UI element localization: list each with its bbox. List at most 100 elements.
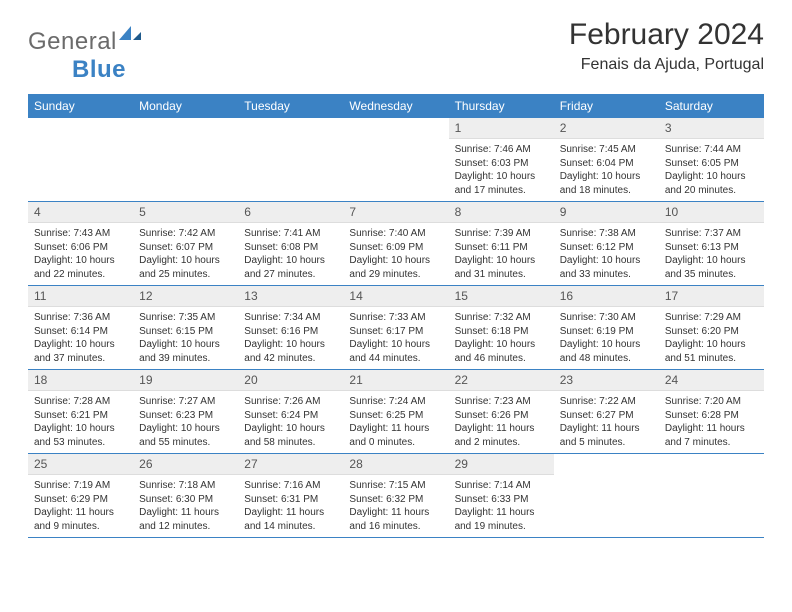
- calendar-cell: 6Sunrise: 7:41 AMSunset: 6:08 PMDaylight…: [238, 202, 343, 285]
- cell-content: Sunrise: 7:44 AMSunset: 6:05 PMDaylight:…: [659, 139, 764, 201]
- sunset-text: Sunset: 6:30 PM: [139, 493, 232, 507]
- cell-date: 25: [28, 454, 133, 475]
- cell-content: Sunrise: 7:42 AMSunset: 6:07 PMDaylight:…: [133, 223, 238, 285]
- sunrise-text: Sunrise: 7:44 AM: [665, 143, 758, 157]
- sunrise-text: Sunrise: 7:33 AM: [349, 311, 442, 325]
- cell-content: Sunrise: 7:46 AMSunset: 6:03 PMDaylight:…: [449, 139, 554, 201]
- daylight-text: Daylight: 10 hours and 53 minutes.: [34, 422, 127, 449]
- cell-date: 9: [554, 202, 659, 223]
- calendar-cell: 21Sunrise: 7:24 AMSunset: 6:25 PMDayligh…: [343, 370, 448, 453]
- daylight-text: Daylight: 10 hours and 29 minutes.: [349, 254, 442, 281]
- daylight-text: Daylight: 11 hours and 12 minutes.: [139, 506, 232, 533]
- sunrise-text: Sunrise: 7:42 AM: [139, 227, 232, 241]
- sunset-text: Sunset: 6:27 PM: [560, 409, 653, 423]
- cell-content: Sunrise: 7:22 AMSunset: 6:27 PMDaylight:…: [554, 391, 659, 453]
- sunrise-text: Sunrise: 7:23 AM: [455, 395, 548, 409]
- calendar-cell: 28Sunrise: 7:15 AMSunset: 6:32 PMDayligh…: [343, 454, 448, 537]
- cell-date: 5: [133, 202, 238, 223]
- daylight-text: Daylight: 11 hours and 16 minutes.: [349, 506, 442, 533]
- sunrise-text: Sunrise: 7:22 AM: [560, 395, 653, 409]
- sunset-text: Sunset: 6:26 PM: [455, 409, 548, 423]
- calendar-cell: 18Sunrise: 7:28 AMSunset: 6:21 PMDayligh…: [28, 370, 133, 453]
- sunset-text: Sunset: 6:19 PM: [560, 325, 653, 339]
- cell-date: 13: [238, 286, 343, 307]
- daylight-text: Daylight: 10 hours and 20 minutes.: [665, 170, 758, 197]
- sunset-text: Sunset: 6:03 PM: [455, 157, 548, 171]
- sunset-text: Sunset: 6:07 PM: [139, 241, 232, 255]
- logo-text-blue: Blue: [72, 56, 126, 84]
- cell-date: 2: [554, 118, 659, 139]
- sunset-text: Sunset: 6:21 PM: [34, 409, 127, 423]
- calendar-cell: 16Sunrise: 7:30 AMSunset: 6:19 PMDayligh…: [554, 286, 659, 369]
- calendar-cell: 9Sunrise: 7:38 AMSunset: 6:12 PMDaylight…: [554, 202, 659, 285]
- cell-content: Sunrise: 7:27 AMSunset: 6:23 PMDaylight:…: [133, 391, 238, 453]
- day-header: Wednesday: [343, 94, 448, 118]
- sunrise-text: Sunrise: 7:46 AM: [455, 143, 548, 157]
- calendar-cell: [659, 454, 764, 537]
- cell-content: Sunrise: 7:30 AMSunset: 6:19 PMDaylight:…: [554, 307, 659, 369]
- sunset-text: Sunset: 6:06 PM: [34, 241, 127, 255]
- calendar-cell: [238, 118, 343, 201]
- sunset-text: Sunset: 6:18 PM: [455, 325, 548, 339]
- daylight-text: Daylight: 11 hours and 9 minutes.: [34, 506, 127, 533]
- cell-content: Sunrise: 7:39 AMSunset: 6:11 PMDaylight:…: [449, 223, 554, 285]
- calendar-cell: 29Sunrise: 7:14 AMSunset: 6:33 PMDayligh…: [449, 454, 554, 537]
- cell-date: 19: [133, 370, 238, 391]
- daylight-text: Daylight: 10 hours and 35 minutes.: [665, 254, 758, 281]
- cell-date: 3: [659, 118, 764, 139]
- cell-content: Sunrise: 7:35 AMSunset: 6:15 PMDaylight:…: [133, 307, 238, 369]
- cell-content: Sunrise: 7:23 AMSunset: 6:26 PMDaylight:…: [449, 391, 554, 453]
- day-header: Monday: [133, 94, 238, 118]
- cell-content: Sunrise: 7:16 AMSunset: 6:31 PMDaylight:…: [238, 475, 343, 537]
- calendar-cell: 10Sunrise: 7:37 AMSunset: 6:13 PMDayligh…: [659, 202, 764, 285]
- calendar-cell: 7Sunrise: 7:40 AMSunset: 6:09 PMDaylight…: [343, 202, 448, 285]
- calendar-cell: [28, 118, 133, 201]
- calendar-grid: SundayMondayTuesdayWednesdayThursdayFrid…: [28, 94, 764, 538]
- sunrise-text: Sunrise: 7:20 AM: [665, 395, 758, 409]
- sunrise-text: Sunrise: 7:15 AM: [349, 479, 442, 493]
- sunset-text: Sunset: 6:33 PM: [455, 493, 548, 507]
- sunrise-text: Sunrise: 7:26 AM: [244, 395, 337, 409]
- sunset-text: Sunset: 6:14 PM: [34, 325, 127, 339]
- sunrise-text: Sunrise: 7:16 AM: [244, 479, 337, 493]
- daylight-text: Daylight: 10 hours and 31 minutes.: [455, 254, 548, 281]
- sunset-text: Sunset: 6:32 PM: [349, 493, 442, 507]
- cell-content: Sunrise: 7:19 AMSunset: 6:29 PMDaylight:…: [28, 475, 133, 537]
- calendar-cell: 1Sunrise: 7:46 AMSunset: 6:03 PMDaylight…: [449, 118, 554, 201]
- daylight-text: Daylight: 11 hours and 2 minutes.: [455, 422, 548, 449]
- calendar-week-row: 4Sunrise: 7:43 AMSunset: 6:06 PMDaylight…: [28, 202, 764, 286]
- title-block: February 2024 Fenais da Ajuda, Portugal: [569, 18, 764, 74]
- calendar-cell: [133, 118, 238, 201]
- cell-content: Sunrise: 7:20 AMSunset: 6:28 PMDaylight:…: [659, 391, 764, 453]
- cell-content: Sunrise: 7:41 AMSunset: 6:08 PMDaylight:…: [238, 223, 343, 285]
- cell-date: 15: [449, 286, 554, 307]
- sunset-text: Sunset: 6:12 PM: [560, 241, 653, 255]
- calendar-week-row: 1Sunrise: 7:46 AMSunset: 6:03 PMDaylight…: [28, 118, 764, 202]
- sunrise-text: Sunrise: 7:24 AM: [349, 395, 442, 409]
- daylight-text: Daylight: 11 hours and 14 minutes.: [244, 506, 337, 533]
- cell-date: 27: [238, 454, 343, 475]
- logo-sail-icon: [119, 26, 141, 47]
- cell-content: Sunrise: 7:26 AMSunset: 6:24 PMDaylight:…: [238, 391, 343, 453]
- calendar-cell: 20Sunrise: 7:26 AMSunset: 6:24 PMDayligh…: [238, 370, 343, 453]
- sunset-text: Sunset: 6:29 PM: [34, 493, 127, 507]
- calendar-cell: 19Sunrise: 7:27 AMSunset: 6:23 PMDayligh…: [133, 370, 238, 453]
- cell-content: Sunrise: 7:34 AMSunset: 6:16 PMDaylight:…: [238, 307, 343, 369]
- sunrise-text: Sunrise: 7:34 AM: [244, 311, 337, 325]
- daylight-text: Daylight: 11 hours and 5 minutes.: [560, 422, 653, 449]
- calendar-header-row: SundayMondayTuesdayWednesdayThursdayFrid…: [28, 94, 764, 118]
- location-text: Fenais da Ajuda, Portugal: [569, 56, 764, 74]
- calendar-cell: 4Sunrise: 7:43 AMSunset: 6:06 PMDaylight…: [28, 202, 133, 285]
- calendar-cell: 15Sunrise: 7:32 AMSunset: 6:18 PMDayligh…: [449, 286, 554, 369]
- sunset-text: Sunset: 6:24 PM: [244, 409, 337, 423]
- logo-text-gray: General: [28, 28, 117, 56]
- calendar-cell: 17Sunrise: 7:29 AMSunset: 6:20 PMDayligh…: [659, 286, 764, 369]
- sunset-text: Sunset: 6:13 PM: [665, 241, 758, 255]
- cell-date: 4: [28, 202, 133, 223]
- sunrise-text: Sunrise: 7:45 AM: [560, 143, 653, 157]
- cell-content: Sunrise: 7:32 AMSunset: 6:18 PMDaylight:…: [449, 307, 554, 369]
- calendar-cell: 3Sunrise: 7:44 AMSunset: 6:05 PMDaylight…: [659, 118, 764, 201]
- calendar-cell: [554, 454, 659, 537]
- sunset-text: Sunset: 6:15 PM: [139, 325, 232, 339]
- cell-content: Sunrise: 7:37 AMSunset: 6:13 PMDaylight:…: [659, 223, 764, 285]
